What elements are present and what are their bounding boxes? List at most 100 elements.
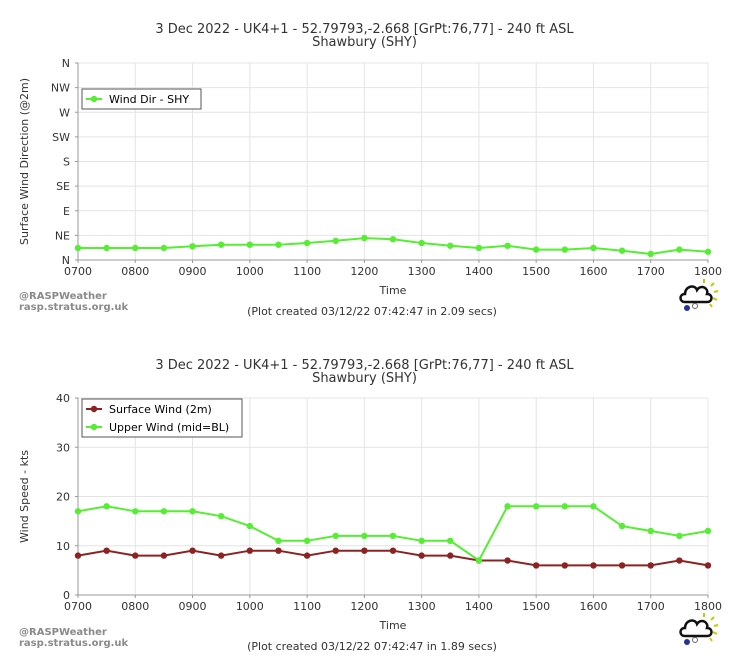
legend-swatch-marker: [90, 405, 98, 413]
data-point: [647, 527, 654, 535]
chart-title: 3 Dec 2022 - UK4+1 - 52.79793,-2.668 [Gr…: [155, 22, 574, 37]
data-point: [561, 246, 569, 253]
data-point: [74, 552, 82, 559]
data-point: [103, 244, 110, 252]
y-tick-label: 30: [56, 441, 70, 454]
data-point: [361, 234, 368, 242]
x-tick-label: 1100: [293, 600, 321, 613]
data-point: [504, 503, 511, 510]
rasp-weather-logo-icon: [679, 279, 719, 311]
data-point: [532, 246, 540, 253]
y-tick-label: 10: [56, 540, 70, 553]
data-point: [74, 508, 82, 515]
x-tick-label: 1200: [350, 265, 378, 278]
y-tick-label: NE: [55, 229, 70, 242]
data-point: [676, 557, 683, 564]
data-point: [246, 522, 254, 530]
data-point: [447, 537, 454, 545]
data-point: [532, 503, 540, 510]
credit-line-1: @RASPWeather: [19, 291, 107, 302]
data-point: [418, 552, 425, 559]
chart-subtitle: Shawbury (SHY): [312, 371, 417, 386]
x-tick-label: 1600: [579, 265, 607, 278]
data-point: [275, 547, 282, 554]
x-tick-label: 1500: [522, 265, 550, 278]
y-tick-label: W: [59, 106, 70, 119]
data-point: [561, 562, 569, 569]
wind-direction-chart: 0700 0800 0900 1000 1100 1200 1300 1400 1500 1600…: [18, 57, 722, 297]
legend-box: [81, 88, 202, 110]
data-point: [618, 247, 626, 254]
x-tick-label: 1400: [465, 265, 493, 278]
x-tick-label: 1000: [236, 600, 264, 613]
data-point: [389, 236, 397, 243]
wind-direction-chart-panel: 3 Dec 2022 - UK4+1 - 52.79793,-2.668 [Gr…: [18, 22, 722, 319]
y-tick-label: N: [62, 254, 70, 267]
data-point: [704, 248, 712, 255]
x-tick-label: 1400: [465, 600, 493, 613]
data-point: [561, 503, 569, 510]
legend-label: Upper Wind (mid=BL): [109, 421, 229, 434]
data-point: [361, 532, 368, 540]
wind-speed-chart-panel: 3 Dec 2022 - UK4+1 - 52.79793,-2.668 [Gr…: [0, 331, 729, 662]
y-tick-label: NW: [51, 82, 70, 95]
legend-label: Wind Dir - SHY: [109, 93, 189, 106]
wind-speed-chart: 0700 0800 0900 1000 1100 1200 1300 1400 1500 1600…: [18, 392, 722, 632]
data-point: [618, 522, 626, 530]
chart-title: 3 Dec 2022 - UK4+1 - 52.79793,-2.668 [Gr…: [155, 358, 574, 373]
data-point: [275, 241, 282, 248]
data-point: [447, 242, 454, 249]
data-point: [475, 244, 483, 252]
x-tick-label: 1300: [408, 265, 436, 278]
data-point: [303, 239, 311, 247]
data-point: [246, 241, 254, 248]
x-tick-label: 1000: [236, 265, 264, 278]
y-tick-label: SE: [56, 180, 70, 193]
data-point: [217, 513, 225, 520]
data-point: [217, 241, 225, 248]
data-point: [74, 244, 82, 252]
x-tick-label: 1800: [694, 600, 722, 613]
credit-line-2: rasp.stratus.org.uk: [19, 638, 129, 649]
y-tick-label: 20: [56, 491, 70, 504]
x-tick-label: 0900: [179, 265, 207, 278]
data-point: [389, 547, 397, 554]
legend-box: [81, 398, 243, 438]
data-point: [475, 557, 483, 564]
data-point: [590, 244, 597, 252]
data-point: [332, 547, 339, 554]
credit-line-1: @RASPWeather: [19, 627, 107, 638]
data-point: [590, 562, 597, 569]
data-point: [418, 537, 425, 545]
data-point: [217, 552, 225, 559]
x-tick-label: 1300: [408, 600, 436, 613]
x-tick-label: 1200: [350, 600, 378, 613]
x-tick-label: 1100: [293, 265, 321, 278]
data-point: [132, 244, 139, 252]
x-tick-label: 1500: [522, 600, 550, 613]
x-tick-label: 0800: [121, 265, 149, 278]
x-tick-label: 0700: [64, 265, 92, 278]
y-tick-label: S: [63, 156, 70, 169]
rasp-weather-logo-icon: [679, 613, 719, 645]
data-point: [160, 244, 168, 252]
data-point: [532, 562, 540, 569]
data-point: [332, 532, 339, 540]
legend-label: Surface Wind (2m): [109, 403, 212, 416]
y-tick-label: E: [63, 205, 70, 218]
data-point: [103, 503, 110, 510]
data-point: [332, 237, 339, 245]
data-point: [704, 527, 712, 535]
y-tick-label: SW: [52, 131, 70, 144]
x-tick-label: 0800: [121, 600, 149, 613]
x-tick-label: 0900: [179, 600, 207, 613]
y-tick-label: N: [62, 57, 70, 70]
data-point: [303, 552, 311, 559]
data-point: [647, 562, 654, 569]
data-point: [275, 537, 282, 545]
data-point: [189, 547, 196, 554]
data-point: [647, 250, 654, 258]
legend-swatch-marker: [90, 423, 98, 431]
data-point: [103, 547, 110, 554]
chart-subtitle: Shawbury (SHY): [312, 35, 417, 50]
